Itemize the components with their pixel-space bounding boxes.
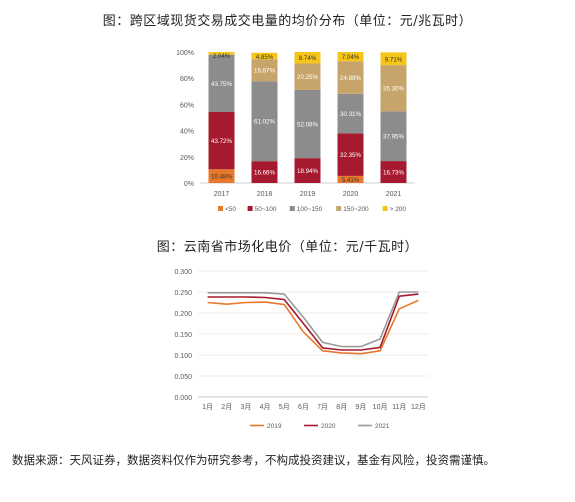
y-tick-label: 40% [180,129,194,136]
x-tick-label: 12月 [411,403,426,411]
legend-swatch [218,206,223,211]
bar-segment [380,52,407,66]
stacked-bar-chart: 0% 20% 40% 60% 80% 100% 10.48% 43.72% 43.75% 2.04… [176,50,415,213]
legend-label: 2020 [321,423,336,430]
bar-segment [251,59,278,82]
y-tick-label: 20% [180,155,194,162]
data-label: 32.35% [340,152,361,159]
x-tick-label: 5月 [279,403,290,411]
data-label: 30.31% [340,111,361,118]
bar-segment [337,61,364,94]
bar-segment [294,89,321,159]
bar-chart-title: 图：跨区域现货交易成交电量的均价分布（单位：元/兆瓦时） [102,14,473,29]
legend-label: 50~100 [255,206,277,213]
legend-swatch [382,206,388,211]
y-tick-label: 0% [184,181,194,188]
y-tick-label: 0.300 [174,269,192,276]
x-tick-label: 2018 [257,191,273,198]
data-label: 20.25% [297,74,318,81]
legend-swatch [336,206,342,211]
x-tick-label: 4月 [260,403,271,411]
x-tick-label: 1月 [202,403,213,411]
line-chart: 0.000 0.050 0.100 0.150 0.200 0.250 0.300 1月 2月 3… [174,269,428,430]
y-tick-label: 80% [180,76,194,83]
bar-segment [380,111,407,162]
x-tick-label: 9月 [355,403,366,411]
legend-label: 150~200 [343,206,369,213]
bar-segment [251,81,278,162]
data-label: 16.73% [383,170,404,177]
x-tick-label: 7月 [317,403,328,411]
legend-label: 2021 [375,423,390,430]
legend-label: <50 [225,206,236,213]
data-label: 18.94% [297,168,318,175]
series-line [207,293,419,351]
data-label: 9.71% [385,56,403,63]
bar-segment [294,158,321,183]
bar-segment [337,133,364,176]
bar-segment [380,65,407,112]
x-tick-label: 3月 [240,403,251,411]
x-tick-label: 2019 [300,191,316,198]
legend-label: 100~150 [297,206,323,213]
x-tick-label: 6月 [298,403,309,411]
legend-label: > 200 [390,206,407,213]
y-tick-label: 0.100 [174,353,192,360]
data-label: 16.87% [254,68,275,75]
bar-segment [337,175,364,183]
y-tick-label: 100% [176,50,194,57]
legend-label: 2019 [267,423,282,430]
data-label: 35.30% [383,86,404,93]
y-tick-label: 0.150 [174,332,192,339]
data-label: 16.66% [254,170,275,177]
y-tick-label: 60% [180,102,194,109]
line-chart-title: 图：云南省市场化电价（单位：元/千瓦时） [156,240,419,255]
series-line [207,299,419,355]
data-label: 4.85% [256,54,274,61]
bar-segment [208,169,235,183]
y-tick-label: 0.250 [174,290,192,297]
x-tick-label: 8月 [336,403,347,411]
data-label: 2.04% [213,53,231,60]
bar-segment [337,93,364,134]
bar-segment [251,52,278,60]
data-label: 10.48% [211,174,232,181]
source-note: 数据来源：天风证券，数据资料仅作为研究参考，不构成投资建议，基金有风险，投资需谨… [12,453,495,467]
data-label: 37.95% [383,134,404,141]
bar-segment [208,54,235,112]
y-tick-label: 0.200 [174,311,192,318]
data-label: 43.75% [211,81,232,88]
legend-swatch [247,206,253,211]
data-label: 5.41% [342,177,360,184]
x-tick-label: 10月 [373,403,388,411]
x-tick-label: 2月 [221,403,232,411]
data-label: 43.72% [211,138,232,145]
bar-segment [337,52,364,62]
bar-segment [380,161,407,183]
y-tick-label: 0.050 [174,374,192,381]
bar-segment [294,63,321,90]
x-tick-label: 11月 [392,403,406,411]
series-line [207,291,419,348]
data-label: 52.08% [297,122,318,129]
legend-swatch [289,206,295,211]
data-label: 61.02% [254,119,275,126]
x-tick-label: 2020 [343,191,359,198]
data-label: 8.74% [299,55,317,62]
x-tick-label: 2017 [214,191,230,198]
x-tick-label: 2021 [386,191,402,198]
bar-segment [294,51,321,64]
bar-segment [251,161,278,183]
data-label: 24.89% [340,75,361,82]
data-label: 7.04% [342,54,360,61]
y-tick-label: 0.000 [174,395,192,402]
bar-segment [208,52,235,55]
bar-segment [208,111,235,170]
